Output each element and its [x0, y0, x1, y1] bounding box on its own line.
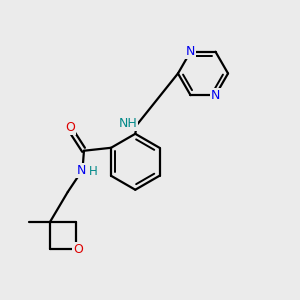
Text: NH: NH — [118, 117, 137, 130]
Text: O: O — [65, 121, 75, 134]
Text: O: O — [73, 243, 83, 256]
Text: N: N — [186, 45, 195, 58]
Text: N: N — [211, 88, 220, 102]
Text: H: H — [89, 165, 98, 178]
Text: N: N — [76, 164, 86, 177]
